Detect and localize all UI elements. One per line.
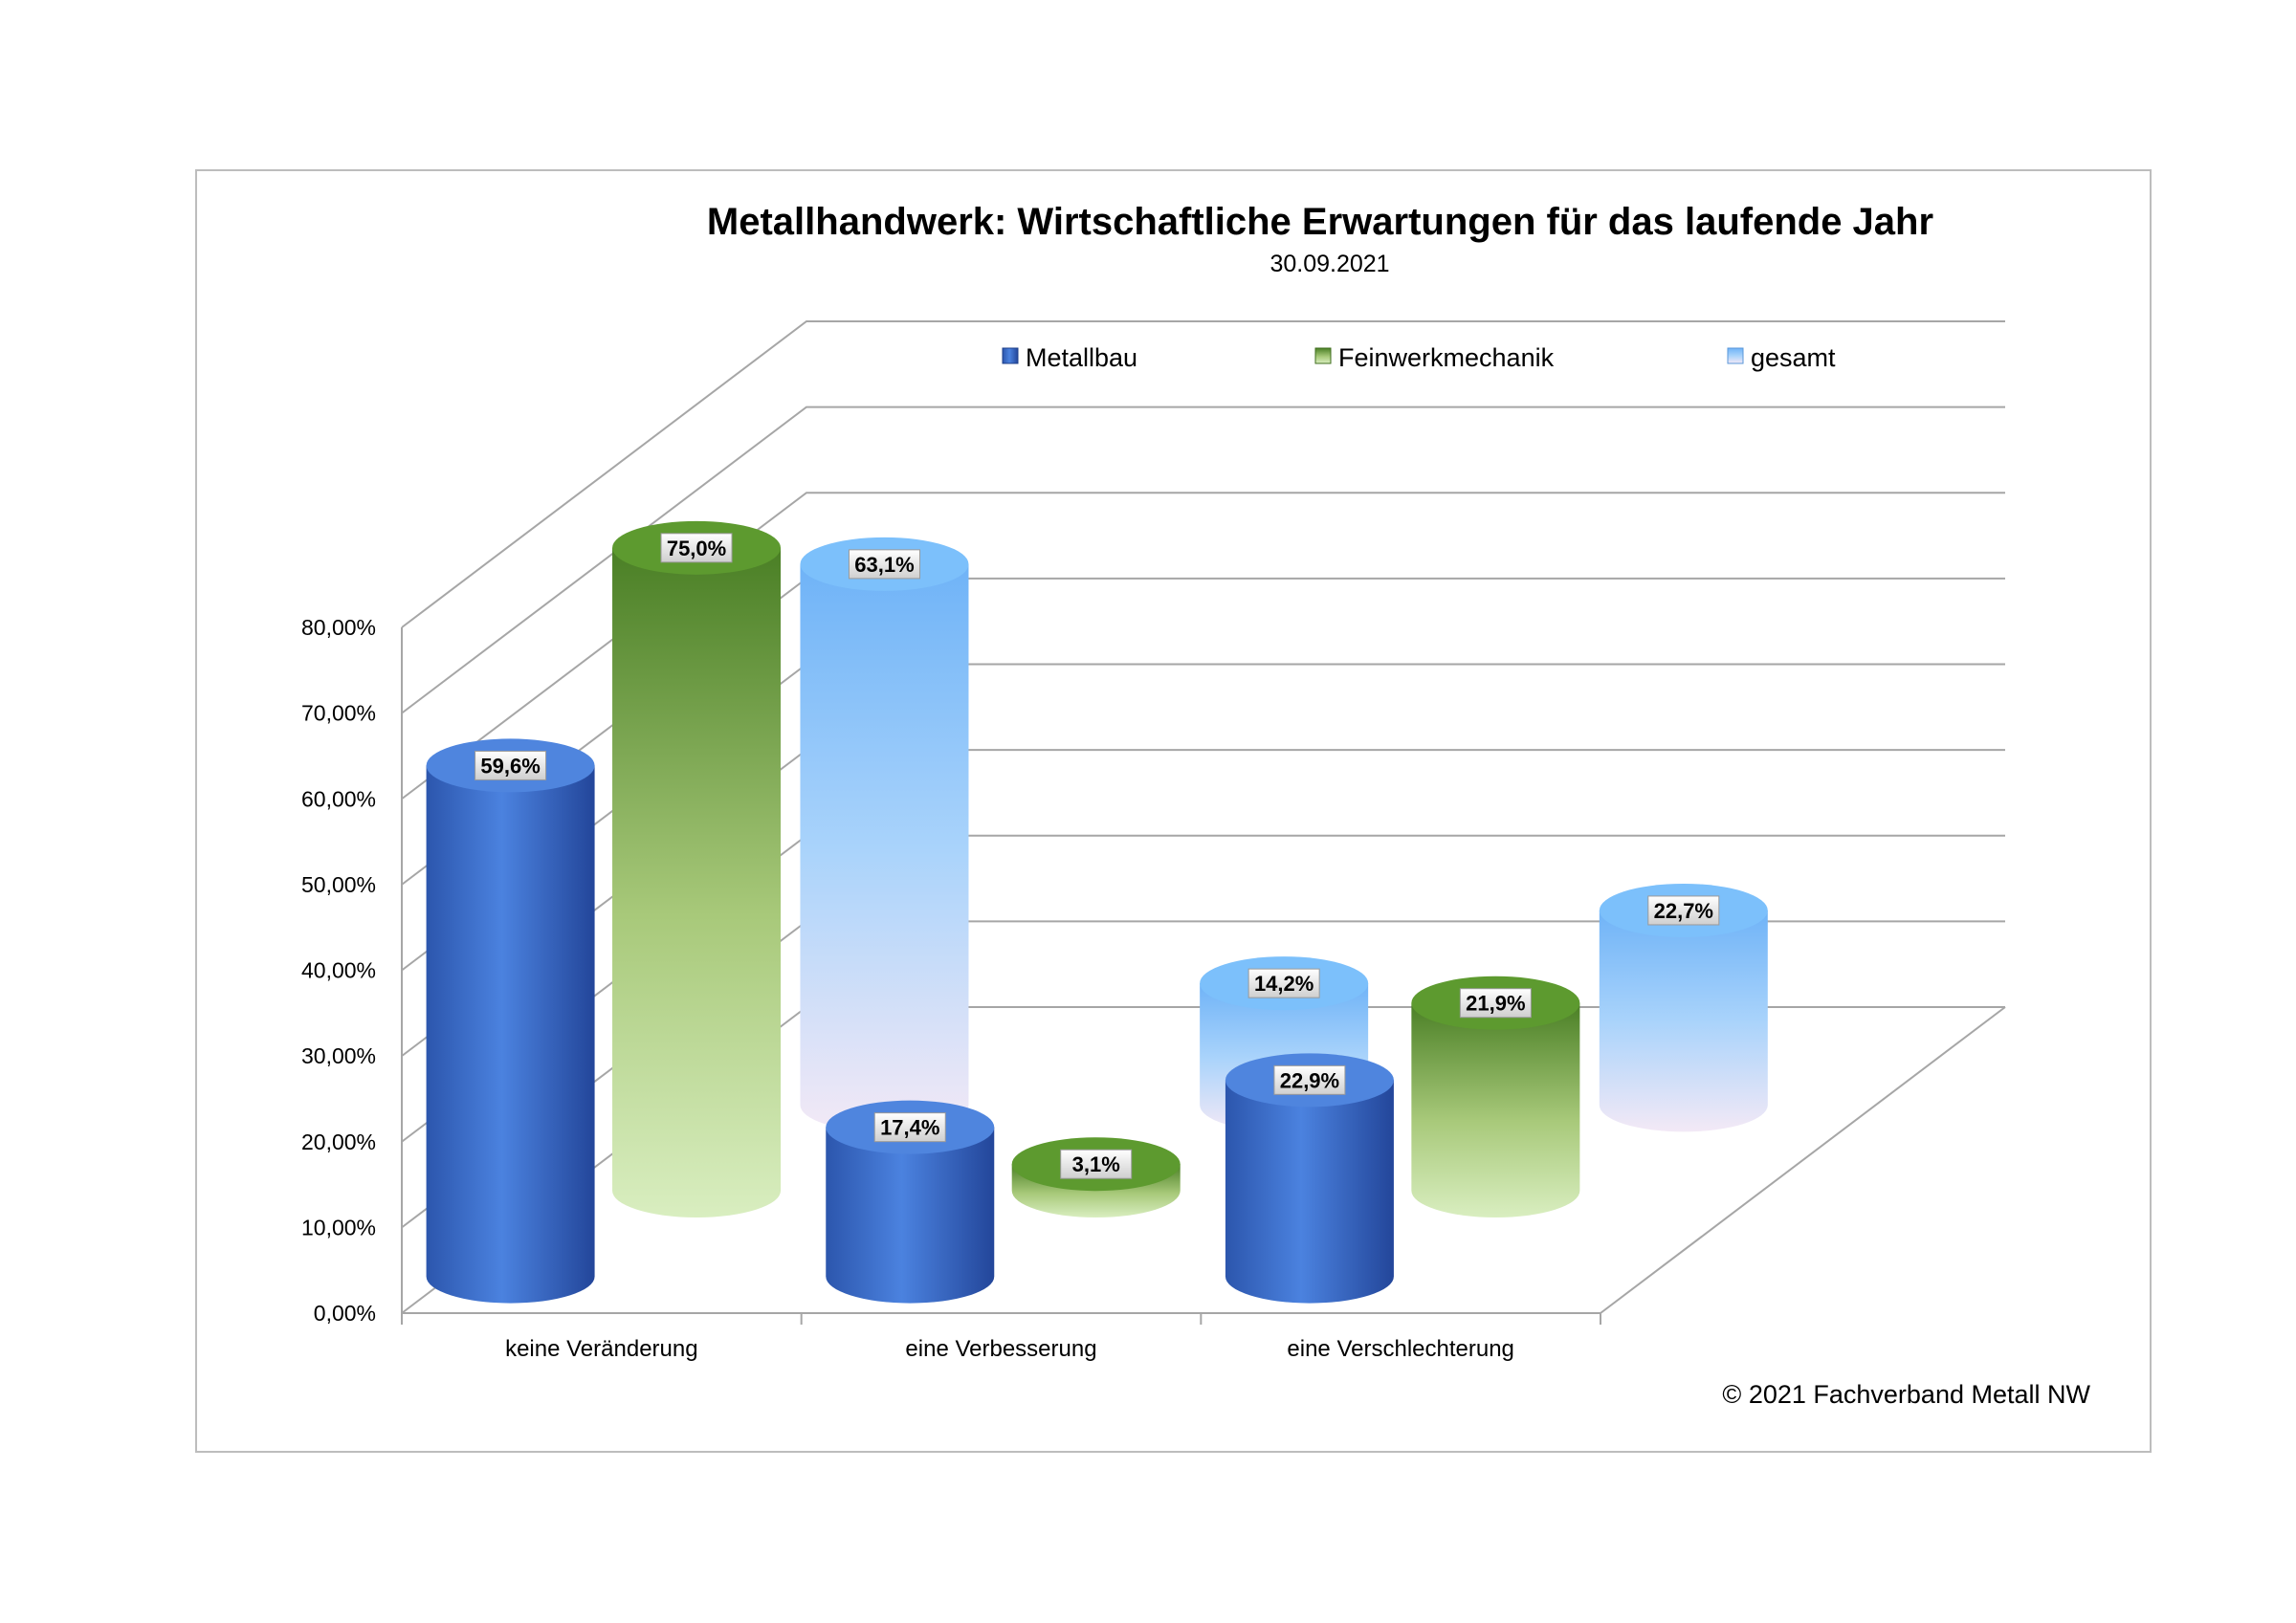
bar-body — [826, 1127, 995, 1304]
y-axis-tick-labels: 0,00% 10,00% 20,00% 30,00% 40,00% 50,00% 60,00… — [301, 615, 376, 1326]
bar-body — [1411, 1002, 1580, 1217]
floor-right-edge — [1600, 1006, 2006, 1314]
y-tick-label: 10,00% — [301, 1215, 376, 1239]
data-label-box — [1459, 988, 1532, 1019]
legend: Metallbau Feinwerkmechanik gesamt — [1002, 343, 1836, 372]
y-tick-label: 30,00% — [301, 1043, 376, 1068]
gridline — [401, 320, 2005, 628]
data-label: 22,9% — [1280, 1068, 1339, 1092]
gridline — [401, 492, 2005, 801]
bar-body — [1225, 1080, 1394, 1304]
copyright-note: © 2021 Fachverband Metall NW — [1722, 1380, 2090, 1409]
y-tick-label: 70,00% — [301, 701, 376, 726]
y-tick-label: 20,00% — [301, 1130, 376, 1154]
bar-gesamt-3: 22,7% — [1599, 883, 1768, 1132]
data-label-box — [873, 1112, 946, 1143]
bar-feinwerkmechanik-1: 75,0% — [612, 520, 782, 1217]
legend-label-metallbau: Metallbau — [1026, 343, 1137, 372]
legend-item-gesamt: gesamt — [1727, 343, 1836, 372]
data-label-box — [475, 750, 547, 780]
data-label-box — [1247, 968, 1320, 998]
data-label-box — [1647, 895, 1720, 926]
legend-label-gesamt: gesamt — [1751, 343, 1836, 372]
chart-subtitle: 30.09.2021 — [1269, 251, 1389, 277]
bar-body — [612, 547, 782, 1217]
legend-item-metallbau: Metallbau — [1002, 343, 1137, 372]
bar-metallbau-2: 17,4% — [826, 1100, 995, 1304]
data-label-box — [1060, 1149, 1133, 1179]
legend-swatch-feinwerkmechanik — [1314, 347, 1332, 364]
bar-metallbau-1: 59,6% — [426, 738, 595, 1304]
bar-body — [426, 765, 595, 1304]
data-label-box — [660, 533, 733, 563]
bars-layer: 63,1% 14,2% 22,7% 75,0% 3,1% 21,9% 59,6% 17,4% 2… — [426, 520, 1768, 1304]
y-tick-label: 60,00% — [301, 786, 376, 811]
y-tick-label: 0,00% — [314, 1301, 376, 1326]
legend-label-feinwerkmechanik: Feinwerkmechanik — [1338, 343, 1555, 372]
y-tick-label: 40,00% — [301, 958, 376, 983]
x-axis-category-labels: keine Veränderung eine Verbesserung eine V… — [505, 1336, 1514, 1362]
legend-swatch-metallbau — [1002, 347, 1019, 364]
gridline — [401, 406, 2005, 714]
data-label: 75,0% — [667, 537, 726, 560]
category-label: eine Verschlechterung — [1287, 1336, 1514, 1362]
bar-feinwerkmechanik-2: 3,1% — [1011, 1137, 1181, 1217]
bar-gesamt-1: 63,1% — [800, 537, 969, 1132]
category-label: eine Verbesserung — [905, 1336, 1096, 1362]
data-label: 3,1% — [1072, 1152, 1120, 1176]
data-label: 22,7% — [1654, 899, 1713, 923]
category-label: keine Veränderung — [505, 1336, 698, 1362]
data-label: 59,6% — [480, 754, 540, 778]
data-label: 17,4% — [880, 1116, 939, 1140]
data-label-box — [848, 549, 920, 580]
data-label: 63,1% — [854, 553, 914, 577]
y-tick-label: 80,00% — [301, 615, 376, 640]
data-label: 14,2% — [1254, 972, 1314, 996]
chart-title: Metallhandwerk: Wirtschaftliche Erwartun… — [707, 201, 1933, 243]
data-label-box — [1273, 1064, 1346, 1095]
bar-body — [800, 563, 969, 1132]
legend-item-feinwerkmechanik: Feinwerkmechanik — [1314, 343, 1555, 372]
bar-metallbau-3: 22,9% — [1225, 1053, 1394, 1304]
bar-body — [1599, 910, 1768, 1132]
legend-swatch-gesamt — [1727, 347, 1744, 364]
data-label: 21,9% — [1466, 992, 1525, 1016]
bar-feinwerkmechanik-3: 21,9% — [1411, 976, 1580, 1217]
y-tick-label: 50,00% — [301, 872, 376, 897]
